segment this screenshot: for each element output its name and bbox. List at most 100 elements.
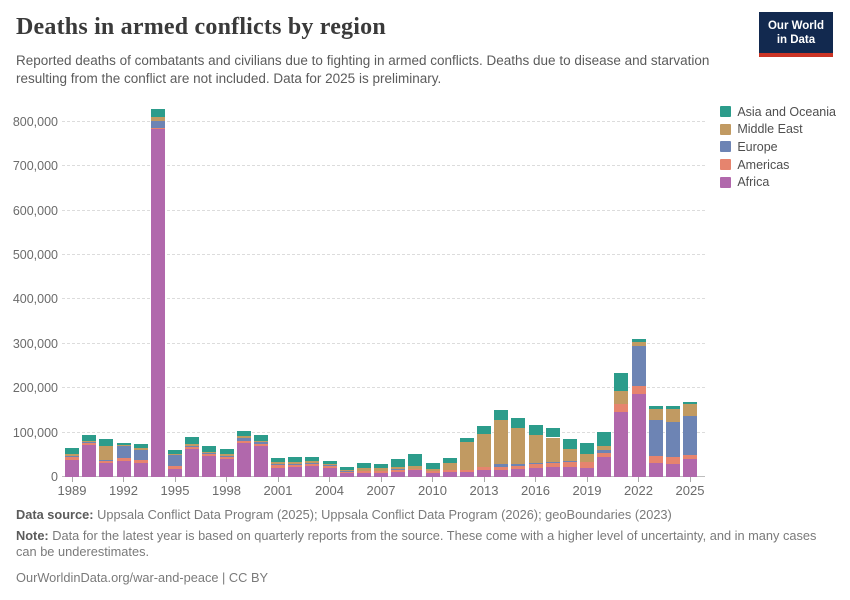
americas-segment[interactable]	[271, 465, 285, 469]
bar-1997[interactable]	[202, 445, 217, 477]
bar-2005[interactable]	[339, 466, 354, 477]
africa-segment[interactable]	[219, 458, 234, 477]
africa-segment[interactable]	[477, 470, 491, 477]
africa-segment[interactable]	[305, 466, 320, 477]
middle-east-segment[interactable]	[562, 449, 577, 462]
americas-segment[interactable]	[253, 443, 268, 446]
bar-1996[interactable]	[185, 437, 200, 477]
middle-east-segment[interactable]	[202, 451, 217, 454]
legend-item-europe[interactable]: Europe	[720, 138, 836, 156]
americas-segment[interactable]	[631, 386, 646, 395]
middle-east-segment[interactable]	[219, 454, 234, 456]
asia-and-oceania-segment[interactable]	[82, 435, 97, 442]
middle-east-segment[interactable]	[116, 445, 131, 447]
bar-2021[interactable]	[614, 373, 629, 477]
asia-and-oceania-segment[interactable]	[356, 463, 371, 468]
americas-segment[interactable]	[374, 471, 388, 474]
middle-east-segment[interactable]	[597, 445, 612, 451]
middle-east-segment[interactable]	[665, 408, 680, 422]
americas-segment[interactable]	[168, 465, 182, 469]
asia-and-oceania-segment[interactable]	[562, 439, 577, 450]
americas-segment[interactable]	[82, 442, 97, 446]
bar-1990[interactable]	[82, 435, 97, 477]
bar-2020[interactable]	[597, 432, 612, 477]
bar-1995[interactable]	[168, 450, 182, 477]
middle-east-segment[interactable]	[65, 454, 79, 457]
bar-2000[interactable]	[253, 435, 268, 477]
bar-1992[interactable]	[116, 443, 131, 477]
europe-segment[interactable]	[253, 441, 268, 444]
middle-east-segment[interactable]	[425, 469, 440, 471]
asia-and-oceania-segment[interactable]	[133, 444, 148, 449]
asia-and-oceania-segment[interactable]	[580, 443, 594, 454]
asia-and-oceania-segment[interactable]	[150, 109, 165, 117]
americas-segment[interactable]	[511, 465, 526, 470]
middle-east-segment[interactable]	[322, 464, 337, 466]
middle-east-segment[interactable]	[631, 342, 646, 346]
bar-2011[interactable]	[442, 457, 457, 477]
americas-segment[interactable]	[425, 470, 440, 474]
americas-segment[interactable]	[391, 469, 406, 472]
legend-item-africa[interactable]: Africa	[720, 173, 836, 191]
africa-segment[interactable]	[116, 461, 131, 477]
bar-2016[interactable]	[528, 424, 543, 477]
asia-and-oceania-segment[interactable]	[374, 464, 388, 468]
americas-segment[interactable]	[288, 464, 303, 468]
europe-segment[interactable]	[511, 464, 526, 466]
asia-and-oceania-segment[interactable]	[236, 430, 251, 437]
americas-segment[interactable]	[339, 471, 354, 474]
africa-segment[interactable]	[99, 462, 114, 477]
middle-east-segment[interactable]	[236, 436, 251, 438]
middle-east-segment[interactable]	[82, 441, 97, 443]
middle-east-segment[interactable]	[459, 442, 474, 470]
middle-east-segment[interactable]	[683, 404, 697, 416]
middle-east-segment[interactable]	[305, 461, 320, 464]
asia-and-oceania-segment[interactable]	[459, 437, 474, 443]
americas-segment[interactable]	[133, 459, 148, 463]
africa-segment[interactable]	[665, 463, 680, 477]
middle-east-segment[interactable]	[288, 462, 303, 464]
americas-segment[interactable]	[150, 128, 165, 130]
asia-and-oceania-segment[interactable]	[288, 457, 303, 463]
bar-2019[interactable]	[580, 443, 594, 477]
asia-and-oceania-segment[interactable]	[665, 405, 680, 409]
europe-segment[interactable]	[648, 419, 663, 457]
middle-east-segment[interactable]	[528, 435, 543, 463]
bar-2002[interactable]	[288, 457, 303, 477]
asia-and-oceania-segment[interactable]	[631, 339, 646, 343]
middle-east-segment[interactable]	[511, 428, 526, 465]
bar-2017[interactable]	[545, 427, 560, 477]
asia-and-oceania-segment[interactable]	[65, 447, 79, 455]
africa-segment[interactable]	[408, 470, 423, 477]
bar-1993[interactable]	[133, 444, 148, 477]
europe-segment[interactable]	[494, 463, 509, 467]
americas-segment[interactable]	[665, 457, 680, 464]
africa-segment[interactable]	[683, 458, 697, 477]
asia-and-oceania-segment[interactable]	[116, 443, 131, 446]
asia-and-oceania-segment[interactable]	[648, 406, 663, 410]
bar-1999[interactable]	[236, 430, 251, 477]
bar-2006[interactable]	[356, 463, 371, 477]
americas-segment[interactable]	[202, 453, 217, 456]
asia-and-oceania-segment[interactable]	[614, 373, 629, 391]
africa-segment[interactable]	[65, 459, 79, 477]
africa-segment[interactable]	[356, 473, 371, 477]
africa-segment[interactable]	[374, 473, 388, 477]
africa-segment[interactable]	[614, 411, 629, 477]
bar-1989[interactable]	[65, 447, 79, 477]
africa-segment[interactable]	[545, 467, 560, 477]
africa-segment[interactable]	[425, 473, 440, 477]
africa-segment[interactable]	[459, 471, 474, 477]
africa-segment[interactable]	[391, 471, 406, 477]
americas-segment[interactable]	[683, 455, 697, 459]
asia-and-oceania-segment[interactable]	[99, 439, 114, 446]
africa-segment[interactable]	[322, 468, 337, 477]
europe-segment[interactable]	[683, 415, 697, 456]
legend-item-middle-east[interactable]: Middle East	[720, 121, 836, 139]
americas-segment[interactable]	[442, 469, 457, 473]
africa-segment[interactable]	[631, 394, 646, 477]
americas-segment[interactable]	[562, 461, 577, 468]
asia-and-oceania-segment[interactable]	[597, 432, 612, 446]
americas-segment[interactable]	[219, 456, 234, 459]
middle-east-segment[interactable]	[99, 445, 114, 460]
